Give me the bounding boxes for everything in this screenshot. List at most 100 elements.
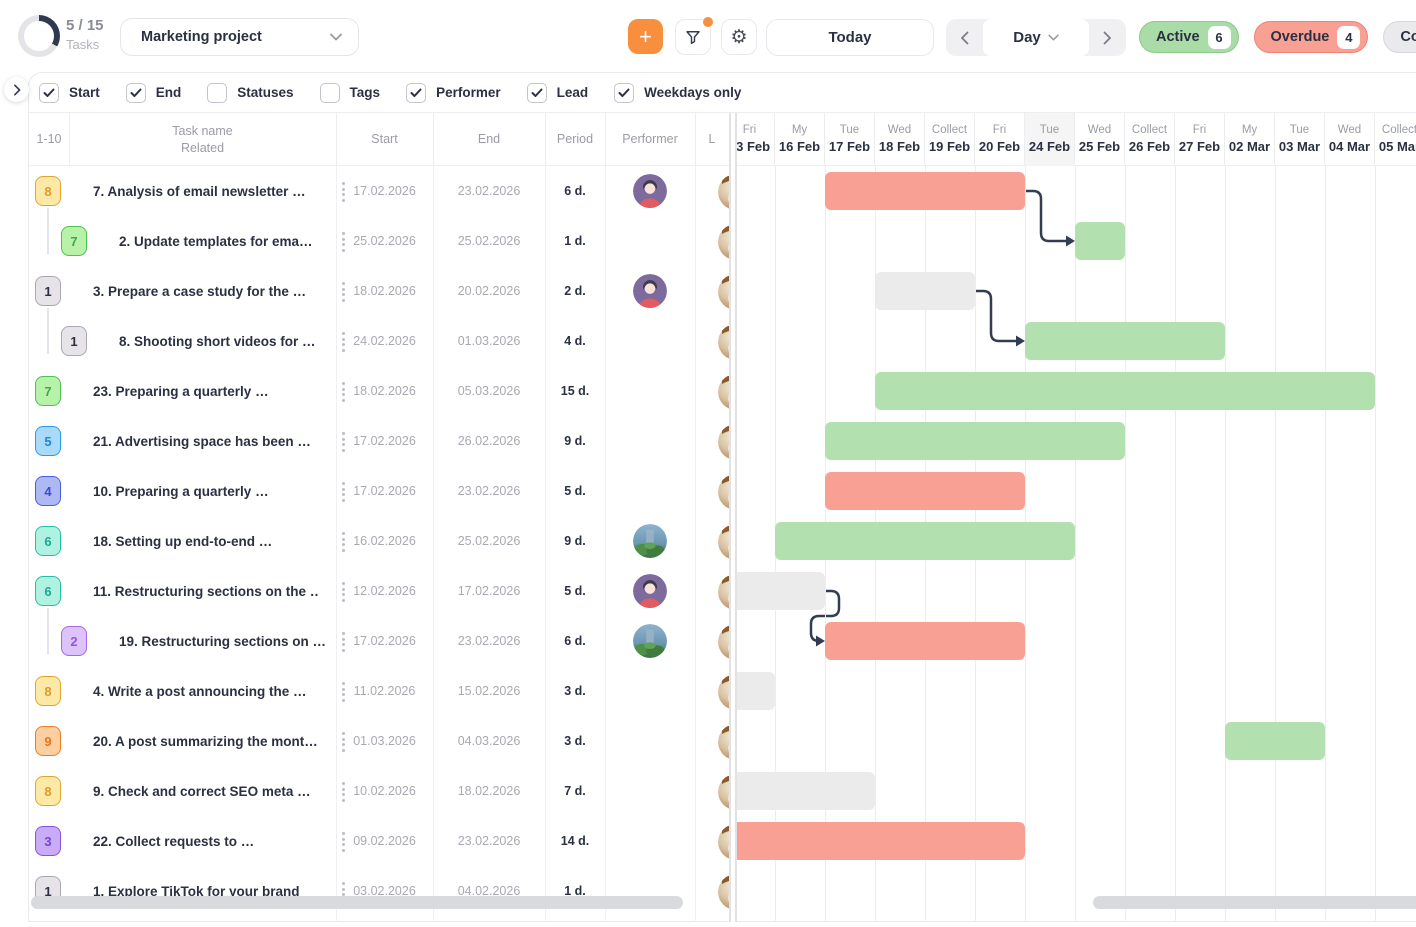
performer-avatar[interactable] xyxy=(633,624,667,658)
add-task-button[interactable]: + xyxy=(628,19,663,54)
lead-avatar[interactable] xyxy=(718,574,729,610)
task-row[interactable]: 9 20. A post summarizing the mont… 01.03.2… xyxy=(29,716,729,766)
filter-button[interactable] xyxy=(675,17,713,55)
header-lead[interactable]: L xyxy=(708,132,716,146)
performer-avatar[interactable] xyxy=(633,524,667,558)
lead-avatar[interactable] xyxy=(718,424,729,460)
task-status-badge[interactable]: 8 xyxy=(35,676,61,706)
task-row[interactable]: 1 3. Prepare a case study for the … 18.02.… xyxy=(29,266,729,354)
header-performer[interactable]: Performer xyxy=(622,132,678,146)
status-pill-active[interactable]: Active 6 xyxy=(1139,21,1239,53)
lead-avatar[interactable] xyxy=(718,274,729,310)
performer-avatar[interactable] xyxy=(633,174,667,208)
gantt-date-column-header[interactable]: My 02 Mar xyxy=(1225,113,1275,166)
task-name[interactable]: 21. Advertising space has been … xyxy=(93,433,311,449)
lead-avatar[interactable] xyxy=(718,624,729,660)
task-row[interactable]: 4 10. Preparing a quarterly … 17.02.2026 23… xyxy=(29,466,729,516)
gantt-date-column-header[interactable]: Fri 13 Feb xyxy=(737,113,775,166)
task-menu-kebab-icon[interactable] xyxy=(338,682,348,702)
gantt-bar-red[interactable] xyxy=(825,172,1025,210)
task-menu-kebab-icon[interactable] xyxy=(338,282,348,302)
task-name[interactable]: 9. Check and correct SEO meta … xyxy=(93,783,311,799)
gantt-bar-gray[interactable] xyxy=(737,772,875,810)
gantt-bar-red[interactable] xyxy=(825,622,1025,660)
prev-period-button[interactable] xyxy=(946,19,983,56)
table-horizontal-scrollbar[interactable] xyxy=(31,896,683,909)
performer-avatar[interactable] xyxy=(633,574,667,608)
task-status-badge[interactable]: 6 xyxy=(35,526,61,556)
filter-toggle-performer[interactable]: Performer xyxy=(406,82,501,103)
status-pill-overdue[interactable]: Overdue 4 xyxy=(1253,21,1369,53)
gantt-date-column-header[interactable]: Wed 04 Mar xyxy=(1325,113,1375,166)
filter-toggle-statuses[interactable]: Statuses xyxy=(207,82,294,103)
task-menu-kebab-icon[interactable] xyxy=(338,532,348,552)
lead-avatar[interactable] xyxy=(718,174,729,210)
gantt-date-column-header[interactable]: Collect 26 Feb xyxy=(1125,113,1175,166)
task-status-badge[interactable]: 9 xyxy=(35,726,61,756)
task-row[interactable]: 7 2. Update templates for ema… 25.02.2026 2… xyxy=(29,216,729,266)
gantt-bar-gray[interactable] xyxy=(737,572,825,610)
task-menu-kebab-icon[interactable] xyxy=(338,632,348,652)
lead-avatar[interactable] xyxy=(718,674,729,710)
task-name[interactable]: 4. Write a post announcing the … xyxy=(93,683,307,699)
gantt-date-column-header[interactable]: Tue 17 Feb xyxy=(825,113,875,166)
gantt-date-column-header[interactable]: Tue 24 Feb xyxy=(1025,113,1075,166)
task-status-badge[interactable]: 6 xyxy=(35,576,61,606)
header-end[interactable]: End xyxy=(477,132,501,146)
task-row[interactable]: 7 23. Preparing a quarterly … 18.02.2026 05… xyxy=(29,366,729,416)
filter-toggle-weekdays-only[interactable]: Weekdays only xyxy=(614,82,741,103)
task-status-badge[interactable]: 7 xyxy=(35,376,61,406)
filter-toggle-tags[interactable]: Tags xyxy=(319,82,380,103)
task-menu-kebab-icon[interactable] xyxy=(338,782,348,802)
task-row[interactable]: 1 8. Shooting short videos for … 24.02.202… xyxy=(29,316,729,366)
task-name[interactable]: 18. Setting up end-to-end … xyxy=(93,533,273,549)
task-name[interactable]: 22. Collect requests to … xyxy=(93,833,255,849)
today-button[interactable]: Today xyxy=(766,19,934,56)
lead-avatar[interactable] xyxy=(718,874,729,910)
gantt-bar-green[interactable] xyxy=(1225,722,1325,760)
pane-splitter[interactable] xyxy=(729,113,737,922)
task-name[interactable]: 19. Restructuring sections on … xyxy=(119,633,327,649)
task-status-badge[interactable]: 1 xyxy=(61,326,87,356)
zoom-level-select[interactable]: Day xyxy=(983,19,1089,56)
task-name[interactable]: 7. Analysis of email newsletter … xyxy=(93,183,306,199)
gantt-bar-red[interactable] xyxy=(825,472,1025,510)
lead-avatar[interactable] xyxy=(718,374,729,410)
task-status-badge[interactable]: 2 xyxy=(61,626,87,656)
filter-toggle-end[interactable]: End xyxy=(125,82,181,103)
gantt-horizontal-scrollbar[interactable] xyxy=(1093,896,1416,909)
header-task-name[interactable]: Task name Related xyxy=(172,123,233,155)
gantt-date-column-header[interactable]: Tue 03 Mar xyxy=(1275,113,1325,166)
task-menu-kebab-icon[interactable] xyxy=(338,382,348,402)
performer-avatar[interactable] xyxy=(633,274,667,308)
lead-avatar[interactable] xyxy=(718,724,729,760)
task-status-badge[interactable]: 1 xyxy=(35,276,61,306)
task-status-badge[interactable]: 4 xyxy=(35,476,61,506)
gantt-bar-gray[interactable] xyxy=(875,272,975,310)
task-menu-kebab-icon[interactable] xyxy=(338,732,348,752)
lead-avatar[interactable] xyxy=(718,474,729,510)
filter-toggle-start[interactable]: Start xyxy=(39,82,100,103)
lead-avatar[interactable] xyxy=(718,324,729,360)
task-menu-kebab-icon[interactable] xyxy=(338,332,348,352)
task-status-badge[interactable]: 8 xyxy=(35,176,61,206)
task-name[interactable]: 3. Prepare a case study for the … xyxy=(93,283,307,299)
task-status-badge[interactable]: 5 xyxy=(35,426,61,456)
gantt-date-column-header[interactable]: Fri 27 Feb xyxy=(1175,113,1225,166)
task-row[interactable]: 5 21. Advertising space has been … 17.02.2… xyxy=(29,416,729,466)
task-name[interactable]: 2. Update templates for ema… xyxy=(119,233,313,249)
task-name[interactable]: 20. A post summarizing the mont… xyxy=(93,733,318,749)
filter-toggle-lead[interactable]: Lead xyxy=(526,82,588,103)
header-period[interactable]: Period xyxy=(556,132,594,146)
task-name[interactable]: 1. Explore TikTok for your brand xyxy=(93,883,300,899)
gantt-date-column-header[interactable]: Wed 25 Feb xyxy=(1075,113,1125,166)
collapse-sidebar-button[interactable] xyxy=(4,77,29,102)
task-name[interactable]: 11. Restructuring sections on the … xyxy=(93,583,318,599)
gantt-bar-green[interactable] xyxy=(1025,322,1225,360)
lead-avatar[interactable] xyxy=(718,224,729,260)
task-menu-kebab-icon[interactable] xyxy=(338,582,348,602)
gantt-bar-green[interactable] xyxy=(825,422,1125,460)
task-row[interactable]: 3 22. Collect requests to … 09.02.2026 23.0… xyxy=(29,816,729,866)
gantt-bar-red[interactable] xyxy=(737,822,1025,860)
task-menu-kebab-icon[interactable] xyxy=(338,432,348,452)
